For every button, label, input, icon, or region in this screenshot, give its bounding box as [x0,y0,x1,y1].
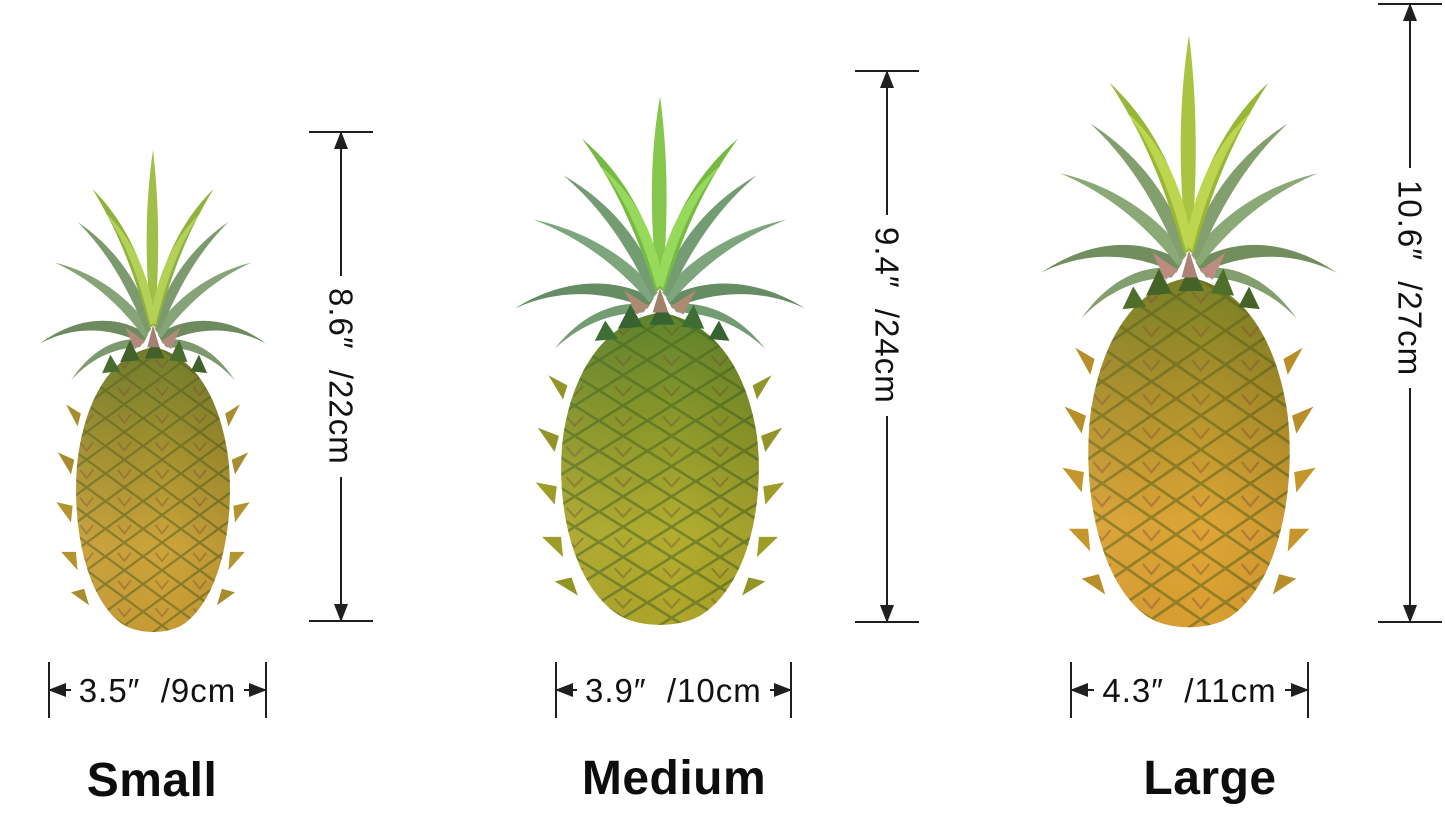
size-name-label-small: Small [86,754,218,807]
dimension-arrow-up [340,133,342,277]
dimension-arrow-up [886,72,888,216]
size-name-label-medium: Medium [581,752,767,805]
pineapple-image-medium [502,72,818,638]
dimension-arrow-up [1409,5,1411,168]
size-name-label-large: Large [1143,752,1277,805]
width-value-label-large: 4.3″ /11cm [1102,671,1277,709]
dimension-arrow-left [1072,689,1095,691]
height-value-label-medium: 9.4″ /24cm [868,227,906,404]
pineapple-illustration [514,96,806,625]
dimension-arrow-right [244,689,265,691]
width-dimension-small: 3.5″ /9cm [48,662,267,718]
dimension-arrow-left [557,689,577,691]
height-dimension-large: 10.6″ /27cm [1378,3,1442,623]
width-dimension-medium: 3.9″ /10cm [555,662,792,718]
height-dimension-small: 8.6″ /22cm [309,131,373,623]
dimension-arrow-down [340,476,342,621]
pineapple-image-small [30,128,276,644]
height-value-label-small: 8.6″ /22cm [322,288,360,465]
width-value-label-small: 3.5″ /9cm [78,671,237,709]
pineapple-image-large [1028,8,1350,642]
pineapple-illustration [39,150,267,633]
dimension-arrow-down [1409,387,1411,621]
height-dimension-medium: 9.4″ /24cm [855,70,919,623]
dimension-arrow-right [769,689,790,691]
height-value-label-large: 10.6″ /27cm [1391,179,1429,376]
dimension-arrow-down [886,415,888,621]
pineapple-illustration [1040,35,1338,628]
dimension-arrow-left [50,689,71,691]
width-dimension-large: 4.3″ /11cm [1070,662,1309,718]
width-value-label-medium: 3.9″ /10cm [585,671,762,709]
dimension-arrow-right [1284,689,1307,691]
